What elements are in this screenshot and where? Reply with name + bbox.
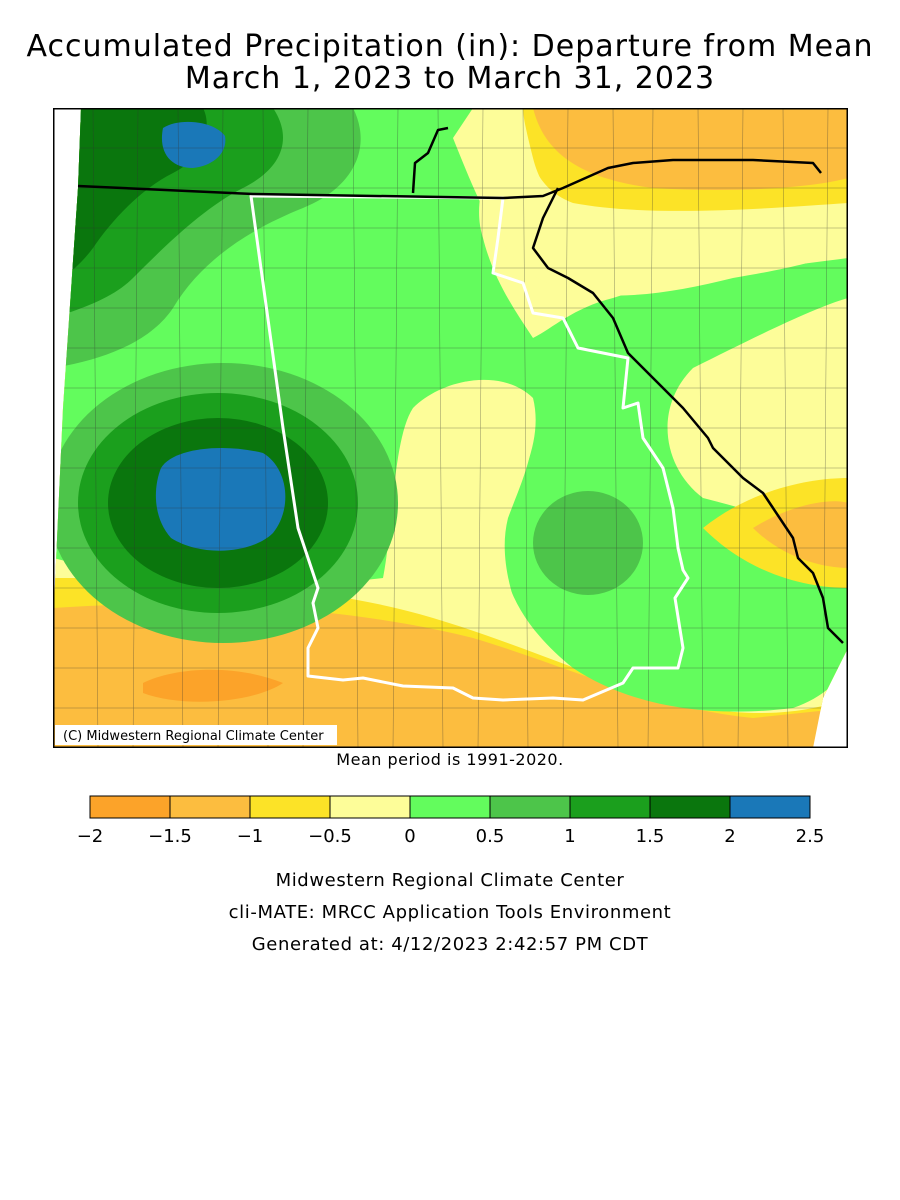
copyright-text: (C) Midwestern Regional Climate Center xyxy=(63,729,324,744)
legend-swatch xyxy=(249,795,331,819)
footer-line-2: cli-MATE: MRCC Application Tools Environ… xyxy=(228,902,672,923)
state-boundaries xyxy=(249,194,690,702)
legend-tick-label: −0.5 xyxy=(308,826,352,847)
legend-tick-labels: −2 −1.5 −1 −0.5 0 0.5 1 1.5 2 2.5 xyxy=(77,826,825,847)
map-frame xyxy=(53,108,848,748)
legend-swatch xyxy=(169,795,251,819)
legend-tick-label: 2.5 xyxy=(796,826,825,847)
legend-tick-label: 1.5 xyxy=(636,826,665,847)
color-legend: −2 −1.5 −1 −0.5 0 0.5 1 1.5 2 2.5 xyxy=(77,795,825,847)
regional-boundaries xyxy=(77,126,844,644)
mean-period-note: Mean period is 1991-2020. xyxy=(336,750,564,769)
legend-tick-label: 1 xyxy=(564,826,575,847)
copyright-box xyxy=(55,725,337,745)
legend-tick-label: −1.5 xyxy=(148,826,192,847)
county-lines xyxy=(53,108,848,748)
map-title-line-1: Accumulated Precipitation (in): Departur… xyxy=(26,29,874,64)
footer-line-1: Midwestern Regional Climate Center xyxy=(275,870,625,891)
legend-swatch xyxy=(409,795,491,819)
map-title-line-2: March 1, 2023 to March 31, 2023 xyxy=(184,61,716,96)
footer-line-3: Generated at: 4/12/2023 2:42:57 PM CDT xyxy=(251,934,649,955)
legend-swatch xyxy=(569,795,651,819)
legend-swatch xyxy=(489,795,571,819)
precipitation-departure-map: (C) Midwestern Regional Climate Center xyxy=(53,108,848,748)
legend-tick-label: −1 xyxy=(237,826,264,847)
legend-tick-label: 0.5 xyxy=(476,826,505,847)
legend-swatch xyxy=(329,795,411,819)
legend-swatch xyxy=(649,795,731,819)
legend-tick-label: −2 xyxy=(77,826,104,847)
legend-tick-label: 2 xyxy=(724,826,735,847)
legend-swatch xyxy=(729,795,811,819)
legend-swatch xyxy=(89,795,171,819)
legend-swatches xyxy=(89,795,811,819)
legend-tick-label: 0 xyxy=(404,826,415,847)
